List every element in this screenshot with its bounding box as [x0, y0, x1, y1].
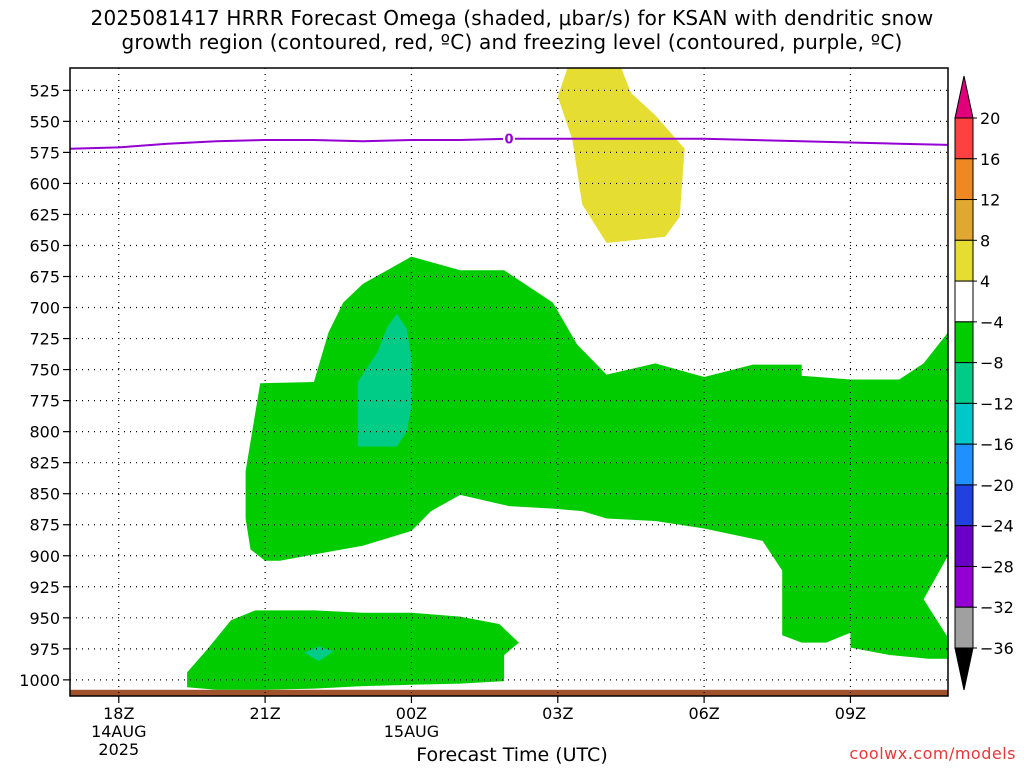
colorbar-segment [954, 606, 974, 649]
colorbar-bottom-arrow [954, 647, 974, 691]
y-tick-label: 550 [29, 112, 60, 131]
y-tick-label: 875 [29, 516, 60, 535]
colorbar-segment [954, 565, 974, 608]
colorbar-label: −28 [980, 557, 1014, 576]
colorbar-label: −20 [980, 476, 1014, 495]
x-tick-label: 09Z [835, 704, 866, 723]
colorbar-segment [954, 321, 974, 364]
omega-region-0 [557, 68, 685, 243]
colorbar-segment [954, 239, 974, 282]
colorbar-label: −24 [980, 517, 1014, 536]
freezing-level: 0 [69, 130, 949, 150]
omega-regions [187, 68, 949, 690]
y-tick-label: 900 [29, 547, 60, 566]
y-tick-label: 950 [29, 609, 60, 628]
y-tick-label: 825 [29, 454, 60, 473]
colorbar-label: −36 [980, 639, 1014, 658]
colorbar-label: 16 [980, 150, 1000, 169]
colorbar-label: 20 [980, 109, 1000, 128]
y-tick-label: 1000 [19, 671, 60, 690]
omega-region-3 [187, 610, 519, 690]
colorbar-label: 4 [980, 272, 990, 291]
freezing-level-label-bg [503, 130, 515, 147]
y-axis: 525 550 575 600 625 650 675 700 725 750 775 800 825 8… [19, 81, 70, 690]
colorbar-label: −32 [980, 598, 1014, 617]
y-tick-label: 675 [29, 268, 60, 287]
y-tick-label: 925 [29, 578, 60, 597]
omega-region-2 [357, 313, 412, 447]
gridlines [70, 68, 948, 696]
y-tick-label: 850 [29, 485, 60, 504]
colorbar-segment [954, 362, 974, 404]
plot-frame [69, 67, 949, 697]
terrain-layer [70, 689, 948, 696]
y-tick-label: 625 [29, 205, 60, 224]
chart-title-line2: growth region (contoured, red, ºC) and f… [121, 30, 903, 54]
x-tick-label: 18Z [103, 704, 134, 723]
y-tick-label: 525 [29, 81, 60, 100]
x-tick-label: 03Z [542, 704, 573, 723]
y-tick-label: 975 [29, 640, 60, 659]
credit-text: coolwx.com/models [849, 744, 1016, 763]
y-tick-label: 800 [29, 423, 60, 442]
colorbar-segment [954, 525, 974, 567]
y-tick-label: 775 [29, 392, 60, 411]
colorbar-top-arrow [954, 75, 974, 119]
x-tick-sublabel: 15AUG [384, 722, 439, 741]
x-tick-sublabel: 14AUG [91, 722, 146, 741]
y-tick-label: 650 [29, 236, 60, 255]
y-tick-label: 700 [29, 299, 60, 318]
y-tick-label: 600 [29, 174, 60, 193]
omega-region-1 [245, 256, 949, 659]
colorbar-label: 12 [980, 191, 1000, 210]
x-tick-label: 06Z [688, 704, 719, 723]
colorbar-segment [954, 484, 974, 527]
colorbar-label: −12 [980, 394, 1014, 413]
y-tick-label: 750 [29, 361, 60, 380]
colorbar-label: −8 [980, 354, 1004, 373]
colorbar-label: −16 [980, 435, 1014, 454]
freezing-level-label: 0 [504, 133, 513, 148]
colorbar-segment [954, 117, 974, 160]
chart-title: 2025081417 HRRR Forecast Omega (shaded, … [0, 6, 1024, 54]
colorbar-segment [954, 443, 974, 486]
colorbar-label: 8 [980, 231, 990, 250]
colorbar-segment [954, 199, 974, 241]
colorbar-label: −4 [980, 313, 1004, 332]
terrain-band [70, 689, 948, 696]
y-tick-label: 575 [29, 143, 60, 162]
colorbar-segment [954, 280, 974, 323]
omega-region-4 [304, 646, 334, 662]
colorbar-segment [954, 158, 974, 201]
x-tick-sublabel: 2025 [98, 740, 139, 759]
x-tick-label: 00Z [396, 704, 427, 723]
chart-title-line1: 2025081417 HRRR Forecast Omega (shaded, … [90, 6, 934, 30]
colorbar: 20 16 12 8 4 −4 −8 −12 −16 −20 −24 −28 −32 −36 [954, 75, 1014, 691]
x-axis-label: Forecast Time (UTC) [416, 744, 608, 766]
y-tick-label: 725 [29, 330, 60, 349]
colorbar-segment [954, 402, 974, 445]
plot-border [69, 67, 949, 697]
x-tick-label: 21Z [249, 704, 280, 723]
